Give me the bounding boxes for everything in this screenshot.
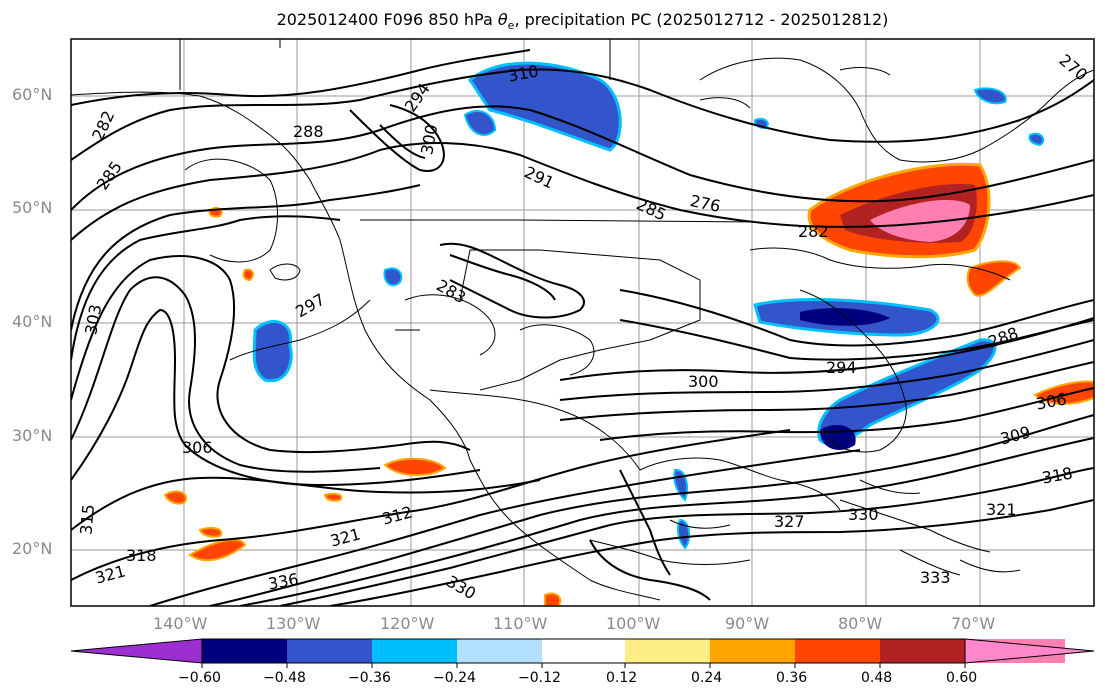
colorbar-extend-low: [70, 638, 203, 664]
colorbar-tick-label: 0.24: [691, 670, 723, 686]
contour-label: 321: [986, 500, 1017, 519]
theta-e-thin-contours: [184, 67, 1021, 576]
contour-label: 288: [293, 122, 324, 141]
colorbar-bin: [202, 639, 287, 663]
lat-label-50: 50°N: [12, 198, 53, 217]
contour-label: 282: [798, 222, 829, 241]
colorbar-bin: [457, 639, 542, 663]
lon-label-110w: 110°W: [493, 614, 548, 633]
lon-label-70w: 70°W: [951, 614, 996, 633]
contour-label: 318: [126, 546, 157, 565]
colorbar-tick-label: −0.60: [178, 670, 221, 686]
lon-label-130w: 130°W: [266, 614, 321, 633]
colorbar-bin: [880, 639, 965, 663]
lon-label-90w: 90°W: [725, 614, 770, 633]
theta-e-contours: [71, 49, 1094, 606]
lat-label-60: 60°N: [12, 85, 53, 104]
colorbar-bin: [372, 639, 457, 663]
colorbar-tick-label: 0.12: [606, 670, 638, 686]
coastlines: [71, 39, 1094, 601]
colorbar-bin: [287, 639, 372, 663]
colorbar-tick-label: −0.36: [348, 670, 391, 686]
contour-label: 300: [688, 372, 719, 391]
colorbar-tick-label: −0.48: [263, 670, 306, 686]
lon-label-140w: 140°W: [153, 614, 208, 633]
precip-positive-shading: [163, 162, 1094, 606]
colorbar-tick-label: −0.12: [518, 670, 561, 686]
lat-label-40: 40°N: [12, 312, 53, 331]
lat-label-30: 30°N: [12, 426, 53, 445]
colorbar-tick-label: 0.60: [946, 670, 978, 686]
map-title: 2025012400 F096 850 hPa θe, precipitatio…: [276, 10, 889, 33]
contour-label: 294: [826, 358, 857, 377]
contour-label: 330: [848, 505, 879, 524]
colorbar-bin: [710, 639, 795, 663]
colorbar-bin: [795, 639, 880, 663]
colorbar-bin: [542, 639, 625, 663]
lon-label-80w: 80°W: [838, 614, 883, 633]
colorbar-tick-label: 0.48: [861, 670, 893, 686]
contour-label: 306: [182, 438, 213, 457]
contour-label: 333: [920, 568, 951, 587]
contour-label: 327: [774, 512, 805, 531]
lat-label-20: 20°N: [12, 539, 53, 558]
lon-label-100w: 100°W: [606, 614, 661, 633]
colorbar-tick-label: 0.36: [776, 670, 808, 686]
lon-label-120w: 120°W: [380, 614, 435, 633]
colorbar-tick-label: −0.24: [433, 670, 476, 686]
colorbar-bin: [625, 639, 710, 663]
